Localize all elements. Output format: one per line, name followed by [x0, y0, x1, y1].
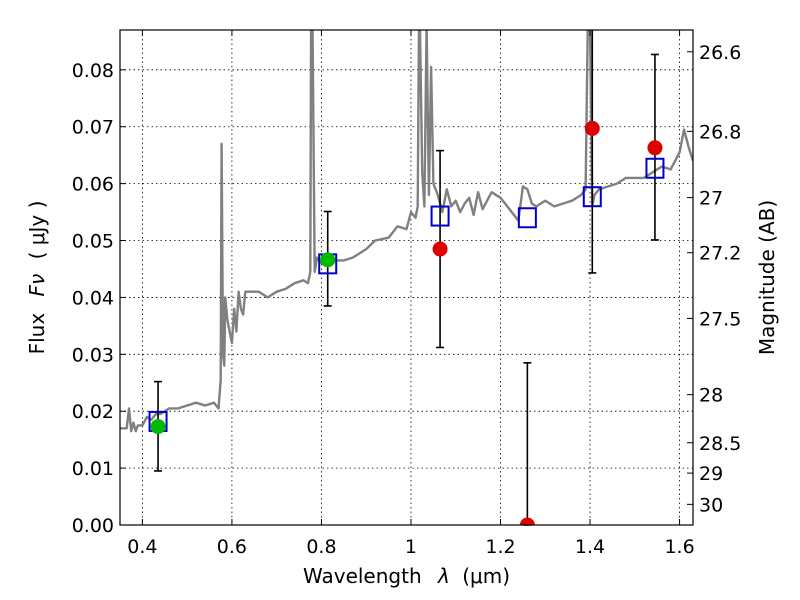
y-tick-label: 0.03	[72, 344, 114, 366]
model-spectrum-line	[120, 30, 693, 433]
x-tick-label: 1	[405, 536, 417, 558]
observed-point-group	[320, 252, 336, 268]
y-tick-label: 0.02	[72, 401, 114, 423]
x-axis-label-prefix: Wavelength	[303, 564, 422, 588]
plot-frame	[119, 29, 694, 526]
y-tick-label: 0.07	[72, 117, 114, 139]
y-axis-label-unit: ( μJy )	[25, 201, 49, 260]
right-tick-label: 27.2	[699, 243, 741, 265]
observed-photometry-point	[519, 517, 535, 525]
y-tick-label: 0.06	[72, 174, 114, 196]
x-tick-label: 1.2	[485, 536, 515, 558]
x-axis-label: Wavelength λ (μm)	[303, 564, 510, 588]
observed-point-group	[584, 120, 600, 136]
right-tick-label: 28	[699, 385, 723, 407]
y-axis-label-symbol: Fν	[25, 274, 49, 297]
observed-point-group	[150, 419, 166, 435]
y-axis-label: Flux Fν ( μJy )	[25, 201, 49, 355]
x-tick-label: 1.4	[575, 536, 605, 558]
synthetic-photometry-square	[645, 157, 665, 179]
right-tick-label: 30	[699, 494, 723, 516]
observed-point-group	[647, 140, 663, 156]
x-tick-label: 1.6	[664, 536, 694, 558]
observed-point-group	[519, 517, 535, 525]
y-axis-label-prefix: Flux	[25, 313, 49, 355]
observed-photometry-point	[647, 140, 663, 156]
synthetic-photometry-square	[582, 186, 602, 208]
observed-photometry-point	[320, 252, 336, 268]
y-tick-label: 0.01	[72, 458, 114, 480]
right-tick-label: 26.6	[699, 42, 741, 64]
right-axis-label: Magnitude (AB)	[755, 200, 779, 355]
observed-point-group	[432, 241, 448, 257]
ticks: 0.4 0.6 0.8 1 1.2 1.4 1.6 0.00 0.01 0.02 0.03 0.04 0…	[72, 30, 741, 558]
observed-photometry-point	[584, 120, 600, 136]
right-tick-label: 27.5	[699, 308, 741, 330]
x-tick-label: 0.6	[217, 536, 247, 558]
x-tick-label: 0.4	[127, 536, 157, 558]
x-axis-label-symbol: λ	[437, 564, 450, 588]
x-axis-label-unit: (μm)	[462, 564, 510, 588]
observed-photometry-point	[150, 419, 166, 435]
series-layer	[120, 30, 693, 526]
right-tick-label: 27	[699, 188, 723, 210]
right-tick-label: 26.8	[699, 121, 741, 143]
synthetic-photometry-square	[430, 205, 450, 227]
grid	[120, 30, 693, 526]
right-tick-label: 29	[699, 463, 723, 485]
y-tick-label: 0.08	[72, 60, 114, 82]
x-tick-label: 0.8	[306, 536, 336, 558]
right-tick-label: 28.5	[699, 433, 741, 455]
y-tick-label: 0.04	[72, 287, 114, 309]
observed-photometry-point	[432, 241, 448, 257]
y-tick-label: 0.05	[72, 231, 114, 253]
y-tick-label: 0.00	[72, 515, 114, 537]
synthetic-photometry-square	[517, 207, 537, 229]
